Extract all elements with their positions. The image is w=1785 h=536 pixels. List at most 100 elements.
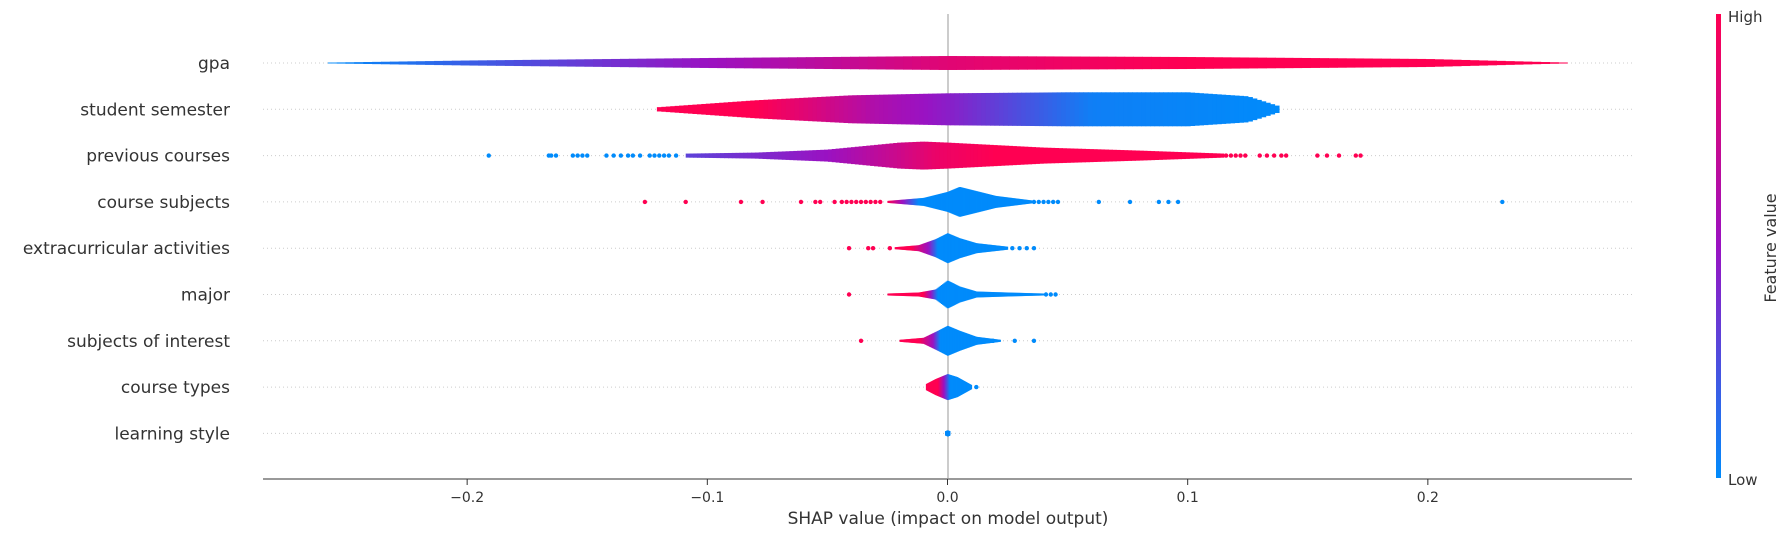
violin-segment [942, 328, 945, 354]
violin-segment [789, 151, 794, 161]
violin-segment [1216, 94, 1222, 125]
violin-segment [899, 199, 902, 204]
violin-segment [974, 291, 977, 298]
violin-segment [812, 97, 818, 122]
violin-segment [1141, 92, 1147, 127]
shap-point [1336, 153, 1342, 158]
violin-segment [905, 339, 907, 343]
violin-segment [723, 102, 729, 117]
violin-segment [965, 332, 967, 349]
violin-segment [943, 235, 945, 262]
violin-segment [1204, 152, 1209, 159]
violin-segment [970, 143, 975, 168]
violin-segment [975, 336, 977, 346]
violin-segment [946, 326, 948, 356]
feature-label-course-subjects: course subjects [97, 193, 230, 213]
violin-segment [981, 291, 983, 298]
violin-segment [927, 335, 929, 346]
shap-point [1031, 246, 1037, 251]
violin-segment [1015, 292, 1018, 297]
violin-segment [965, 188, 968, 216]
violin-segment [1065, 92, 1071, 127]
violin-segment [799, 97, 805, 121]
violin-segment [701, 153, 706, 158]
violin-segment [971, 290, 973, 299]
violin-segment [1009, 197, 1012, 207]
feature-label-extracurricular-activities: extracurricular activities [23, 239, 230, 259]
violin-segment [1077, 148, 1083, 163]
violin-segment [1270, 104, 1276, 115]
violin-segment [929, 241, 931, 256]
violin-segment [907, 292, 910, 297]
violin-segment [888, 293, 891, 296]
violin-segment [979, 337, 981, 345]
violin-segment [951, 234, 953, 262]
violin-segment [958, 187, 961, 217]
violin-segment [972, 335, 975, 346]
x-tick-label: −0.2 [450, 490, 484, 506]
violin-segment [949, 326, 952, 355]
violin-segment [1043, 92, 1049, 127]
violin-segment [670, 106, 676, 113]
violin-segment [496, 60, 506, 66]
violin-segment [973, 335, 975, 346]
violin-segment [896, 293, 899, 296]
shap-point [1096, 199, 1102, 205]
violin-segment [922, 197, 925, 206]
violin-segment [1136, 92, 1142, 127]
violin-segment [1354, 58, 1365, 68]
violin-segment [912, 141, 917, 170]
violin-segment [964, 239, 966, 257]
violin-segment [997, 245, 999, 251]
violin-segment [993, 245, 995, 252]
violin-segment [575, 59, 586, 67]
violin-segment [962, 287, 964, 302]
violin-segment [1177, 56, 1188, 70]
violin-segment [727, 152, 733, 159]
violin-segment [1478, 60, 1489, 66]
violin-segment [950, 234, 952, 262]
violin-segment [1070, 92, 1076, 127]
violin-segment [808, 150, 814, 161]
shap-point [878, 199, 883, 205]
violin-segment [977, 291, 980, 298]
violin-segment [1133, 56, 1143, 70]
violin-segment [969, 334, 971, 348]
violin-segment [998, 196, 1001, 208]
shap-point [661, 153, 667, 158]
violin-segment [1345, 58, 1356, 68]
violin-segment [903, 339, 905, 343]
violin-segment [1190, 92, 1196, 126]
violin-segment [804, 150, 810, 161]
violin-segment [1058, 148, 1063, 164]
violin-segment [901, 246, 904, 250]
violin-segment [984, 337, 986, 344]
violin-segment [1025, 199, 1028, 205]
violin-segment [714, 103, 720, 116]
violin-segment [665, 106, 671, 113]
shap-point [1353, 153, 1359, 158]
violin-segment [1017, 198, 1019, 206]
violin-segment [1096, 92, 1102, 127]
violin-segment [937, 238, 939, 259]
violin-segment [1001, 292, 1003, 297]
violin-segment [1112, 149, 1117, 162]
shap-point [1156, 199, 1162, 205]
violin-course-types [925, 374, 979, 401]
violin-segment [1252, 98, 1258, 121]
violin-segment [1030, 293, 1032, 296]
violin-segment [1018, 198, 1020, 205]
violin-segment [1204, 57, 1214, 69]
violin-segment [1039, 147, 1044, 164]
violin-segment [914, 93, 920, 125]
violin-segment [965, 333, 968, 349]
shap-point [1031, 338, 1037, 343]
violin-segment [986, 244, 988, 253]
violin-segment [1390, 58, 1400, 68]
violin-segment [994, 195, 997, 209]
violin-segment [942, 193, 944, 211]
violin-segment [947, 56, 957, 70]
violin-segment [948, 191, 950, 213]
violin-segment [1023, 199, 1025, 205]
violin-segment [984, 244, 986, 253]
